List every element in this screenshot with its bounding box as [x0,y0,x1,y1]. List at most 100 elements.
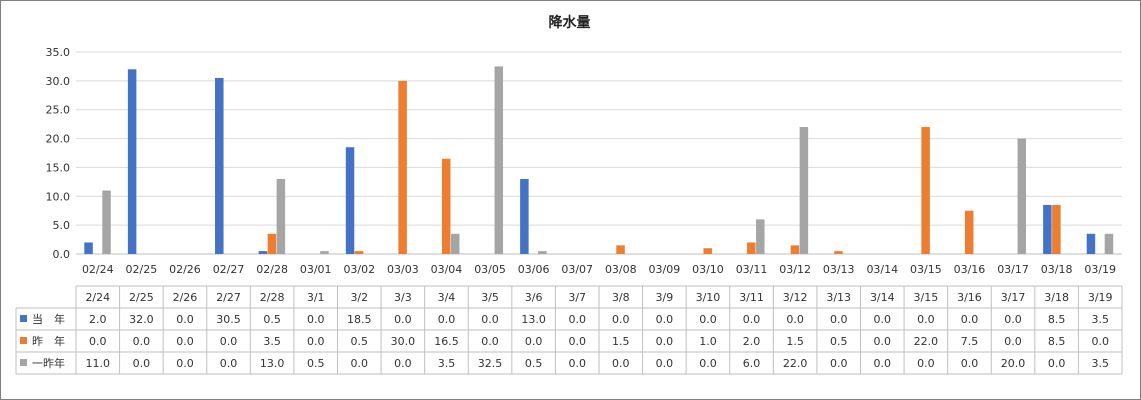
y-tick-label: 10.0 [46,190,71,203]
table-cell: 0.0 [743,313,761,326]
bar [354,251,364,254]
table-cell: 0.0 [220,357,238,370]
x-tick-label: 03/11 [736,263,768,276]
table-cell: 0.5 [525,357,543,370]
x-tick-label: 03/17 [997,263,1029,276]
table-cell: 0.0 [307,335,325,348]
bar [747,242,756,254]
table-cell: 0.0 [656,357,674,370]
x-tick-label: 03/08 [605,263,637,276]
table-cell: 0.0 [830,357,848,370]
table-cell: 0.0 [481,313,499,326]
table-header-cell: 2/27 [216,291,241,304]
table-cell: 0.0 [917,357,935,370]
table-cell: 3.5 [263,335,281,348]
table-cell: 0.0 [568,357,586,370]
x-tick-label: 03/02 [343,263,375,276]
bar [102,190,111,254]
table-cell: 0.0 [568,313,586,326]
table-cell: 0.0 [612,313,630,326]
table-cell: 0.0 [133,335,151,348]
table-cell: 22.0 [783,357,808,370]
table-cell: 18.5 [347,313,372,326]
bar [494,66,504,254]
table-cell: 0.0 [133,357,151,370]
table-header-cell: 3/15 [914,291,939,304]
table-cell: 3.5 [1091,313,1109,326]
bar [450,233,460,254]
bar [756,219,765,254]
legend-key [20,315,27,322]
table-cell: 3.5 [438,357,456,370]
legend-label: 一昨年 [32,356,65,370]
table-cell: 0.0 [961,313,979,326]
bar [398,80,407,254]
x-tick-label: 02/26 [169,263,201,276]
table-cell: 11.0 [86,357,111,370]
table-cell: 0.0 [656,313,674,326]
table-cell: 0.0 [1004,313,1022,326]
table-header-cell: 2/28 [260,291,285,304]
x-tick-label: 03/01 [300,263,332,276]
bar [320,251,329,254]
x-tick-label: 03/13 [823,263,855,276]
bar [964,210,974,254]
table-header-cell: 3/18 [1044,291,1069,304]
y-tick-label: 25.0 [46,104,71,117]
bar [84,242,93,254]
table-cell: 0.0 [394,357,412,370]
bar [921,127,930,254]
table-cell: 30.5 [216,313,241,326]
table-cell: 0.0 [656,335,674,348]
bar [441,158,451,254]
table-cell: 0.5 [830,335,848,348]
table-cell: 0.5 [263,313,281,326]
table-header-cell: 3/9 [656,291,674,304]
table-cell: 0.5 [307,357,325,370]
x-tick-label: 03/03 [387,263,419,276]
y-tick-label: 20.0 [46,133,71,146]
table-header-cell: 3/1 [307,291,325,304]
table-cell: 13.0 [260,357,285,370]
table-cell: 0.0 [612,357,630,370]
bar [834,251,843,254]
table-header-cell: 3/17 [1001,291,1026,304]
x-tick-label: 03/15 [910,263,942,276]
table-cell: 0.0 [176,313,194,326]
x-tick-label: 02/24 [82,263,114,276]
table-cell: 0.0 [1004,335,1022,348]
table-cell: 30.0 [391,335,416,348]
x-tick-label: 03/12 [779,263,811,276]
table-cell: 0.0 [874,335,892,348]
table-cell: 0.0 [699,313,717,326]
x-tick-label: 03/05 [474,263,506,276]
bar [1052,204,1061,254]
x-tick-label: 03/19 [1084,263,1116,276]
bar [538,251,547,254]
table-cell: 0.0 [568,335,586,348]
bar [1086,233,1096,254]
table-cell: 0.0 [525,335,543,348]
table-cell: 0.0 [89,335,107,348]
x-tick-label: 03/10 [692,263,724,276]
x-tick-label: 03/16 [954,263,986,276]
table-cell: 0.5 [351,335,369,348]
bar [215,77,224,254]
legend-key [20,359,27,366]
bar [1043,204,1052,254]
table-cell: 0.0 [699,357,717,370]
bar [267,233,277,254]
table-header-cell: 3/2 [350,291,368,304]
y-tick-label: 15.0 [46,161,71,174]
table-cell: 1.0 [699,335,717,348]
bar [345,147,355,254]
table-header-cell: 3/16 [957,291,982,304]
legend-key [20,337,27,344]
table-cell: 1.5 [612,335,630,348]
table-cell: 0.0 [786,313,804,326]
table-cell: 20.0 [1001,357,1026,370]
table-cell: 16.5 [434,335,459,348]
table-header-cell: 3/13 [826,291,851,304]
legend-label: 当 年 [32,312,65,326]
